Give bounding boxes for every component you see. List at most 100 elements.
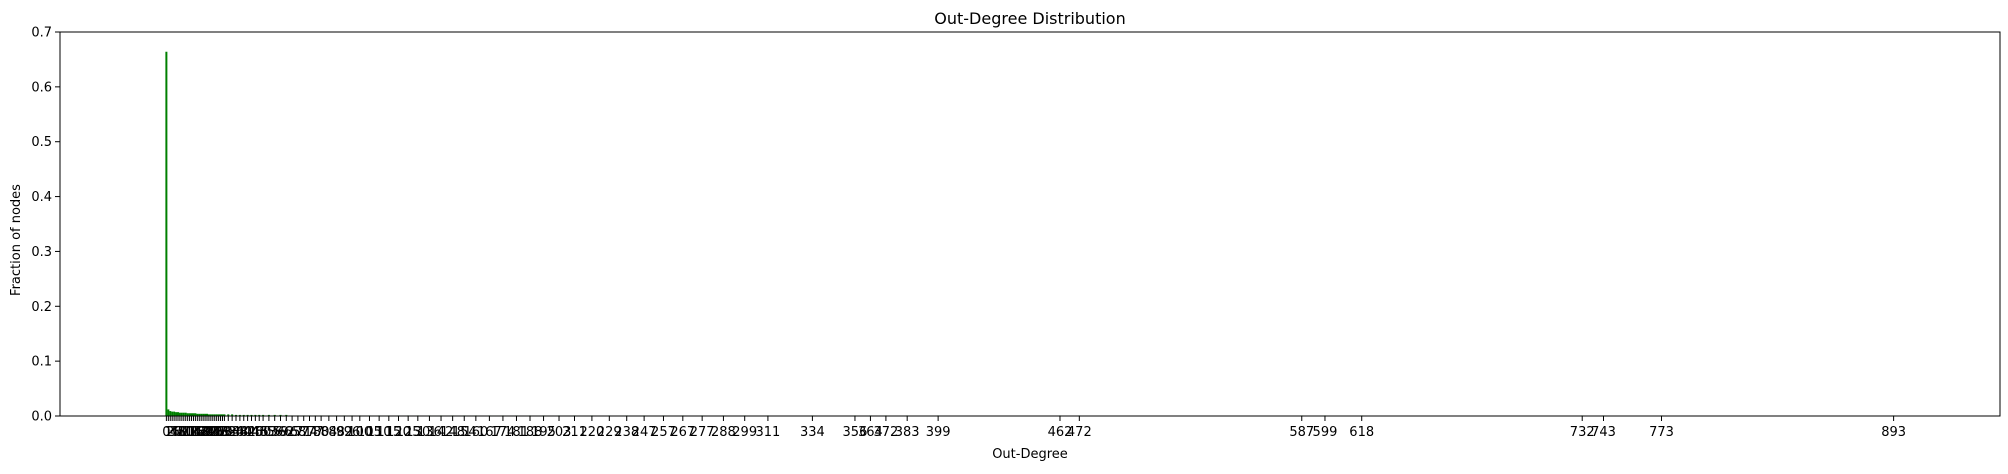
x-tick-label: 743	[1591, 425, 1616, 440]
x-tick-label: 311	[756, 425, 781, 440]
x-axis-label: Out-Degree	[992, 447, 1068, 462]
x-tick-label: 257	[651, 425, 676, 440]
x-tick-label: 32	[220, 425, 237, 440]
x-tick-label: 5	[172, 425, 180, 440]
x-tick-label: 125	[396, 425, 421, 440]
bar-13	[190, 413, 193, 416]
x-tick-label: 28	[212, 425, 229, 440]
x-tick-label: 25	[206, 425, 223, 440]
y-tick-label: 0.0	[31, 410, 52, 425]
bar-48	[258, 414, 261, 416]
x-tick-label: 11	[179, 425, 196, 440]
y-tick-label: 0.4	[31, 190, 52, 205]
bar-32	[227, 414, 230, 416]
bar-2	[169, 411, 172, 416]
x-tick-label: 142	[429, 425, 454, 440]
x-tick-label: 188	[518, 425, 543, 440]
y-tick-label: 0.7	[31, 26, 52, 41]
x-tick-label: 92	[336, 425, 353, 440]
bar-44	[250, 414, 253, 416]
x-tick-label: 288	[711, 425, 736, 440]
bar-9	[182, 412, 185, 416]
x-tick-label: 59	[272, 425, 289, 440]
x-tick-label: 1	[164, 425, 172, 440]
bar-34	[231, 414, 234, 416]
x-tick-label: 462	[1048, 425, 1073, 440]
x-tick-label: 96	[344, 425, 361, 440]
chart-title: Out-Degree Distribution	[934, 9, 1125, 28]
x-tick-label: 472	[1067, 425, 1092, 440]
x-tick-label: 211	[562, 425, 587, 440]
bar-20	[204, 413, 207, 416]
bar-38	[238, 414, 241, 416]
bar-18	[200, 413, 203, 416]
bar-56	[273, 414, 276, 416]
x-tick-label: 181	[504, 425, 529, 440]
y-tick-label: 0.1	[31, 355, 52, 370]
x-tick-label: 893	[1881, 425, 1906, 440]
x-tick-label: 247	[632, 425, 657, 440]
x-tick-label: 120	[386, 425, 411, 440]
x-tick-label: 46	[247, 425, 264, 440]
x-tick-label: 71	[295, 425, 312, 440]
x-tick-label: 203	[547, 425, 572, 440]
bar-11	[186, 413, 189, 416]
x-tick-label: 17	[191, 425, 208, 440]
bar-3	[171, 411, 174, 416]
x-tick-label: 364	[858, 425, 883, 440]
x-tick-label: 42	[239, 425, 256, 440]
x-tick-label: 3	[168, 425, 176, 440]
x-tick-label: 80	[313, 425, 330, 440]
bar-15	[194, 413, 197, 416]
bar-50	[262, 414, 265, 416]
y-tick-label: 0.2	[31, 300, 52, 315]
x-tick-label: 84	[321, 425, 338, 440]
x-tick-label: 4	[170, 425, 178, 440]
x-tick-label: 220	[579, 425, 604, 440]
bar-26	[215, 414, 218, 416]
x-tick-label: 38	[232, 425, 249, 440]
x-tick-label: 20	[197, 425, 214, 440]
x-tick-label: 773	[1649, 425, 1674, 440]
bar-4	[173, 411, 176, 416]
x-tick-label: 19	[195, 425, 212, 440]
x-tick-label: 15	[187, 425, 204, 440]
x-tick-label: 18	[193, 425, 210, 440]
bar-17	[198, 413, 201, 416]
x-tick-label: 36	[228, 425, 245, 440]
x-tick-label: 2	[166, 425, 174, 440]
x-tick-label: 12	[181, 425, 198, 440]
bar-0	[165, 51, 168, 416]
x-tick-label: 16	[189, 425, 206, 440]
x-tick-label: 136	[417, 425, 442, 440]
bar-62	[285, 414, 288, 416]
x-tick-label: 88	[328, 425, 345, 440]
bar-25	[213, 414, 216, 416]
bar-36	[235, 414, 238, 416]
x-tick-label: 22	[201, 425, 218, 440]
bar-6	[176, 412, 179, 416]
x-tick-label: 115	[376, 425, 401, 440]
bar-28	[219, 414, 222, 416]
x-tick-label: 130	[405, 425, 430, 440]
x-tick-label: 8	[178, 425, 186, 440]
x-tick-label: 48	[251, 425, 268, 440]
x-tick-label: 40	[235, 425, 252, 440]
x-tick-label: 9	[180, 425, 188, 440]
bar-21	[206, 413, 208, 416]
bar-14	[192, 413, 195, 416]
x-tick-label: 105	[357, 425, 382, 440]
y-axis: 0.0 0.1 0.2 0.3 0.4 0.5 0.6 0.7	[31, 26, 60, 425]
bar-7	[178, 412, 181, 416]
x-tick-label: 7	[176, 425, 184, 440]
bar-8	[180, 412, 183, 416]
x-tick-label: 6	[174, 425, 182, 440]
x-tick-label: 44	[243, 425, 260, 440]
x-tick-label: 29	[214, 425, 231, 440]
bar-42	[246, 414, 249, 416]
x-tick-label: 110	[367, 425, 392, 440]
x-tick-label: 27	[210, 425, 227, 440]
bar-53	[267, 414, 270, 416]
